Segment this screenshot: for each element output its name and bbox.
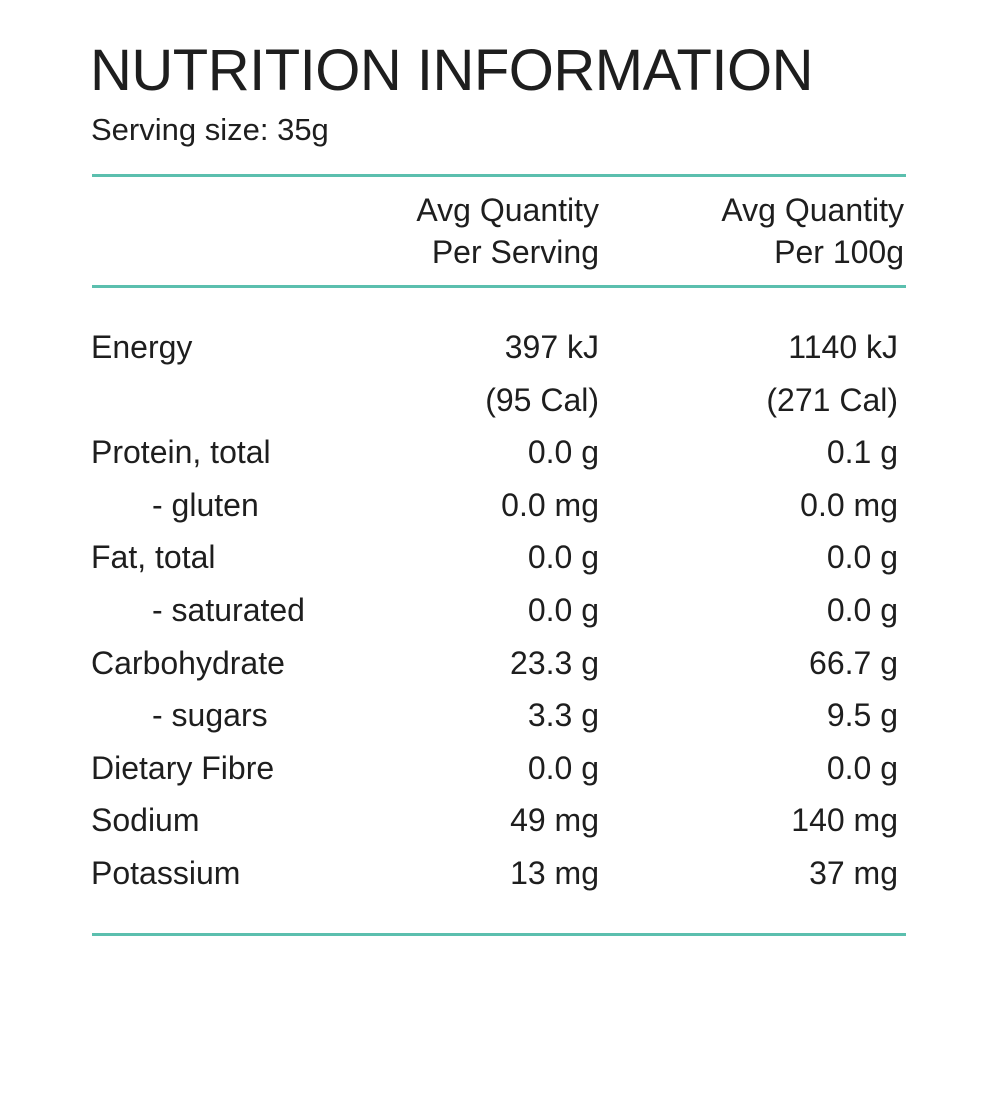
serving-size: Serving size: 35g bbox=[91, 112, 329, 147]
nutrient-label: Dietary Fibre bbox=[91, 749, 275, 786]
nutrient-value: 0.0 g bbox=[527, 592, 599, 628]
rule bbox=[92, 174, 906, 177]
sub-nutrient-label: - sugars bbox=[152, 697, 268, 734]
nutrient-value: (95 Cal) bbox=[485, 381, 599, 418]
nutrient-value: 0.0 mg bbox=[800, 486, 898, 523]
column-header: Per Serving bbox=[431, 234, 599, 270]
nutrient-value: 0.0 g bbox=[527, 749, 599, 786]
title: NUTRITION INFORMATION bbox=[90, 38, 814, 103]
nutrient-label: Carbohydrate bbox=[91, 644, 285, 681]
nutrient-value: 3.3 g bbox=[527, 697, 599, 734]
sub-nutrient-label: - gluten bbox=[152, 486, 259, 523]
nutrient-value: 0.0 g bbox=[826, 539, 898, 576]
nutrient-value: 23.3 g bbox=[510, 644, 599, 681]
nutrient-label: Sodium bbox=[91, 802, 200, 839]
column-header: Avg Quantity bbox=[416, 192, 599, 228]
sub-nutrient-label: - saturated bbox=[152, 592, 305, 628]
nutrient-label: Protein, total bbox=[91, 434, 271, 471]
rule bbox=[92, 933, 906, 936]
nutrient-value: 397 kJ bbox=[504, 329, 599, 365]
nutrient-value: 0.1 g bbox=[826, 434, 898, 471]
column-header: Avg Quantity bbox=[721, 192, 904, 228]
nutrient-value: 0.0 mg bbox=[501, 486, 599, 523]
nutrient-value: 0.0 g bbox=[826, 749, 898, 786]
nutrient-value: 0.0 g bbox=[527, 434, 599, 471]
nutrient-value: 49 mg bbox=[510, 802, 599, 839]
nutrient-value: 37 mg bbox=[809, 855, 898, 891]
nutrient-label: Energy bbox=[91, 329, 193, 365]
nutrient-label: Fat, total bbox=[91, 539, 216, 576]
nutrient-value: (271 Cal) bbox=[766, 381, 898, 418]
nutrient-value: 13 mg bbox=[510, 855, 599, 891]
rule bbox=[92, 285, 906, 288]
column-header: Per 100g bbox=[774, 234, 904, 270]
nutrient-value: 9.5 g bbox=[826, 697, 898, 734]
nutrient-value: 1140 kJ bbox=[788, 329, 898, 365]
nutrient-value: 66.7 g bbox=[809, 644, 898, 681]
nutrient-value: 0.0 g bbox=[826, 592, 898, 628]
nutrient-label: Potassium bbox=[91, 855, 241, 891]
nutrient-value: 0.0 g bbox=[527, 539, 599, 576]
nutrient-value: 140 mg bbox=[791, 802, 898, 839]
